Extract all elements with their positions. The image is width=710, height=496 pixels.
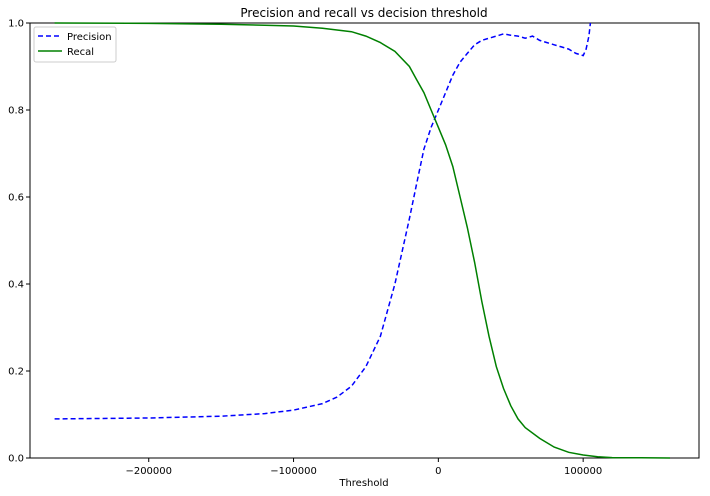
x-axis: −200000 −100000 0 100000 bbox=[125, 458, 602, 477]
series-line-recal bbox=[54, 22, 671, 459]
y-tick-label: 1.0 bbox=[8, 19, 24, 30]
y-tick-label: 0.6 bbox=[8, 193, 24, 204]
x-axis-label: Threshold bbox=[338, 478, 388, 489]
legend-label-precision: Precision bbox=[67, 32, 112, 43]
x-tick-label: −100000 bbox=[270, 466, 317, 477]
legend: Precision Recal bbox=[33, 26, 117, 63]
x-tick-label: 0 bbox=[435, 466, 441, 477]
y-tick-label: 0.4 bbox=[8, 280, 24, 291]
chart-title: Precision and recall vs decision thresho… bbox=[240, 6, 487, 20]
series-line-precision bbox=[54, 22, 592, 420]
y-tick-label: 0.0 bbox=[8, 454, 24, 465]
x-tick-label: 100000 bbox=[564, 466, 602, 477]
plot-frame bbox=[29, 22, 700, 459]
y-tick-label: 0.2 bbox=[8, 367, 24, 378]
series-layer bbox=[54, 22, 671, 459]
legend-label-recal: Recal bbox=[67, 47, 94, 58]
y-axis: 0.0 0.2 0.4 0.6 0.8 1.0 bbox=[8, 19, 30, 465]
y-tick-label: 0.8 bbox=[8, 106, 24, 117]
x-tick-label: −200000 bbox=[125, 466, 172, 477]
